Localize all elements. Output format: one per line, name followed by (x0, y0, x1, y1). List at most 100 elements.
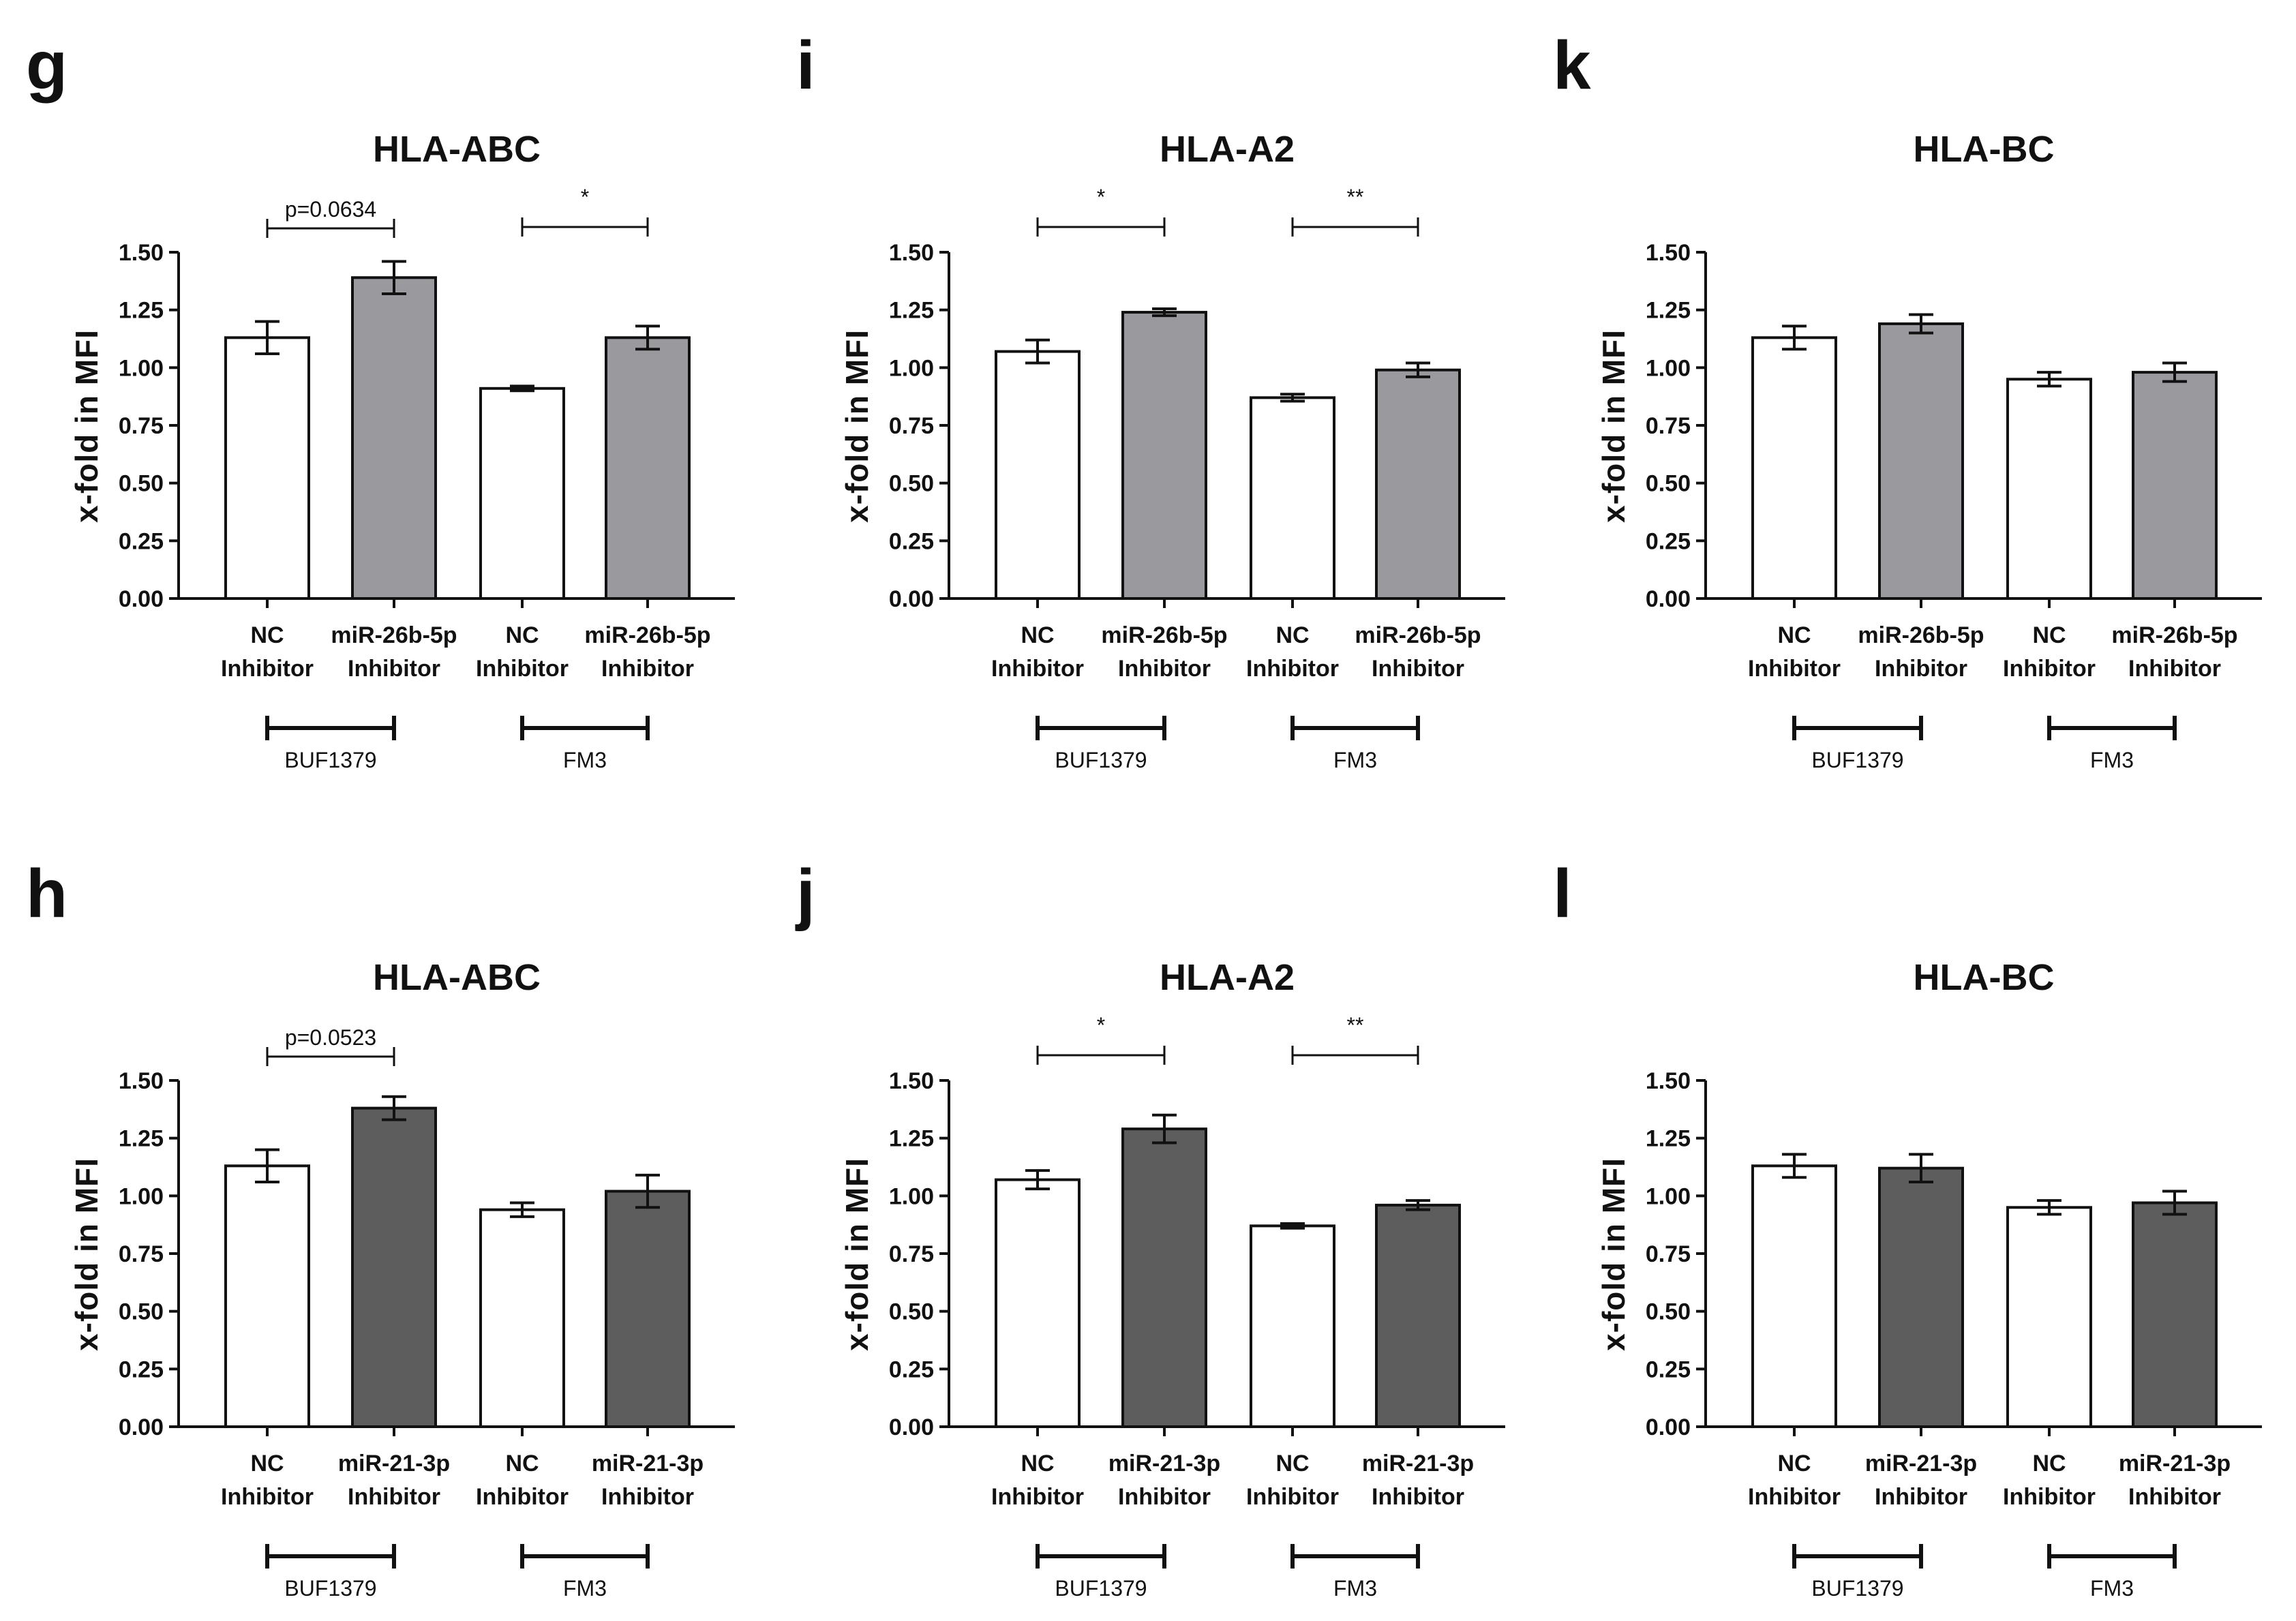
y-tick-label: 0.75 (889, 1241, 934, 1267)
y-tick-label: 1.25 (889, 298, 934, 324)
y-tick-label: 0.75 (1646, 413, 1691, 439)
y-tick-label: 0.50 (119, 471, 164, 497)
y-tick-label: 0.50 (1646, 1299, 1691, 1325)
bar (224, 336, 310, 600)
y-tick-label: 1.50 (119, 240, 164, 266)
x-tick-label: Inhibitor (221, 656, 314, 682)
x-tick-label: Inhibitor (348, 1484, 440, 1510)
significance-label: * (1097, 1013, 1105, 1037)
y-tick-label: 0.50 (119, 1299, 164, 1325)
x-tick-label: miR-21-3p (1362, 1451, 1474, 1476)
bar (995, 350, 1081, 600)
x-tick-label: NC (1275, 1451, 1309, 1476)
bar (1250, 396, 1335, 600)
y-axis-label: x-fold in MFI (839, 329, 875, 523)
x-tick-label: Inhibitor (476, 1484, 569, 1510)
bar (224, 1164, 310, 1428)
significance-label: p=0.0634 (285, 197, 376, 222)
group-label: FM3 (2090, 1576, 2134, 1601)
x-tick-label: Inhibitor (1875, 1484, 1967, 1510)
panel-label: j (795, 855, 815, 932)
y-axis-label: x-fold in MFI (69, 329, 104, 523)
y-axis-label: x-fold in MFI (1596, 329, 1631, 523)
y-tick-label: 1.00 (889, 355, 934, 381)
bar (1121, 1127, 1207, 1428)
x-tick-label: Inhibitor (2128, 1484, 2221, 1510)
x-tick-label: Inhibitor (991, 656, 1084, 682)
y-tick-label: 1.00 (1646, 1183, 1691, 1209)
x-tick-label: Inhibitor (1875, 656, 1967, 682)
x-tick-label: miR-21-3p (592, 1451, 704, 1476)
bar (2006, 1206, 2092, 1428)
bar (1121, 311, 1207, 600)
x-tick-label: NC (250, 1451, 284, 1476)
y-tick-label: 1.00 (119, 1183, 164, 1209)
x-tick-label: NC (250, 622, 284, 648)
y-tick-label: 0.25 (119, 528, 164, 554)
chart-title: HLA-A2 (1160, 129, 1295, 170)
x-tick-label: NC (2032, 1451, 2066, 1476)
chart-title: HLA-BC (1914, 957, 2055, 998)
x-tick-label: NC (2032, 622, 2066, 648)
panel-g: g HLA-ABC x-fold in MFI 0.00 0.25 0.50 0.75 1.0… (26, 27, 735, 772)
x-tick-label: miR-21-3p (338, 1451, 450, 1476)
y-tick-label: 0.25 (889, 1357, 934, 1382)
bar (479, 1208, 565, 1428)
bar (351, 1106, 437, 1428)
significance-label: * (581, 185, 589, 209)
y-tick-label: 1.00 (119, 355, 164, 381)
group-label: FM3 (1333, 1576, 1377, 1601)
significance-label: * (1097, 185, 1105, 209)
x-tick-label: NC (1021, 1451, 1054, 1476)
x-tick-label: Inhibitor (1748, 1484, 1841, 1510)
x-tick-label: miR-21-3p (1108, 1451, 1220, 1476)
bar (479, 387, 565, 601)
x-tick-label: Inhibitor (601, 656, 694, 682)
group-label: BUF1379 (284, 1576, 376, 1601)
y-tick-label: 0.75 (889, 413, 934, 439)
group-label: BUF1379 (284, 748, 376, 772)
x-tick-label: Inhibitor (221, 1484, 314, 1510)
y-tick-label: 1.50 (1646, 1068, 1691, 1094)
x-tick-label: Inhibitor (1118, 1484, 1211, 1510)
bar (1375, 1203, 1461, 1428)
chart-title: HLA-BC (1914, 129, 2055, 170)
y-tick-label: 1.00 (1646, 355, 1691, 381)
x-tick-label: miR-26b-5p (584, 622, 710, 648)
y-tick-label: 1.50 (119, 1068, 164, 1094)
bar (2132, 371, 2218, 601)
x-tick-label: Inhibitor (1118, 656, 1211, 682)
panel-label: h (26, 855, 67, 932)
x-tick-label: NC (505, 622, 539, 648)
significance-label: ** (1347, 1013, 1364, 1037)
x-tick-label: Inhibitor (1372, 1484, 1464, 1510)
y-tick-label: 0.25 (1646, 528, 1691, 554)
significance-label: ** (1347, 185, 1364, 209)
bar (1250, 1224, 1335, 1428)
x-tick-label: Inhibitor (1246, 656, 1339, 682)
y-tick-label: 1.25 (889, 1126, 934, 1152)
x-tick-label: NC (505, 1451, 539, 1476)
x-tick-label: Inhibitor (601, 1484, 694, 1510)
y-axis-label: x-fold in MFI (1596, 1157, 1631, 1351)
chart-title: HLA-A2 (1160, 957, 1295, 998)
bar (1878, 1166, 1964, 1428)
panel-i: i HLA-A2 x-fold in MFI 0.00 0.25 0.50 0.75 1.00… (796, 27, 1505, 772)
x-tick-label: Inhibitor (1372, 656, 1464, 682)
y-tick-label: 0.75 (1646, 1241, 1691, 1267)
panel-label: k (1553, 27, 1591, 104)
panel-l: l HLA-BC x-fold in MFI 0.00 0.25 0.50 0.75 1.00… (1553, 855, 2262, 1601)
x-tick-label: Inhibitor (476, 656, 569, 682)
panel-h: h HLA-ABC x-fold in MFI 0.00 0.25 0.50 0.75 1.0… (26, 855, 735, 1601)
chart-title: HLA-ABC (373, 129, 541, 170)
x-tick-label: Inhibitor (1246, 1484, 1339, 1510)
x-tick-label: Inhibitor (348, 656, 440, 682)
group-label: FM3 (563, 748, 607, 772)
y-tick-label: 0.25 (119, 1357, 164, 1382)
group-label: BUF1379 (1811, 1576, 1903, 1601)
x-tick-label: miR-26b-5p (1858, 622, 1984, 648)
panel-k: k HLA-BC x-fold in MFI 0.00 0.25 0.50 0.75 1.00… (1553, 27, 2262, 772)
x-tick-label: NC (1777, 622, 1811, 648)
group-label: FM3 (563, 1576, 607, 1601)
y-tick-label: 0.00 (1646, 586, 1691, 612)
